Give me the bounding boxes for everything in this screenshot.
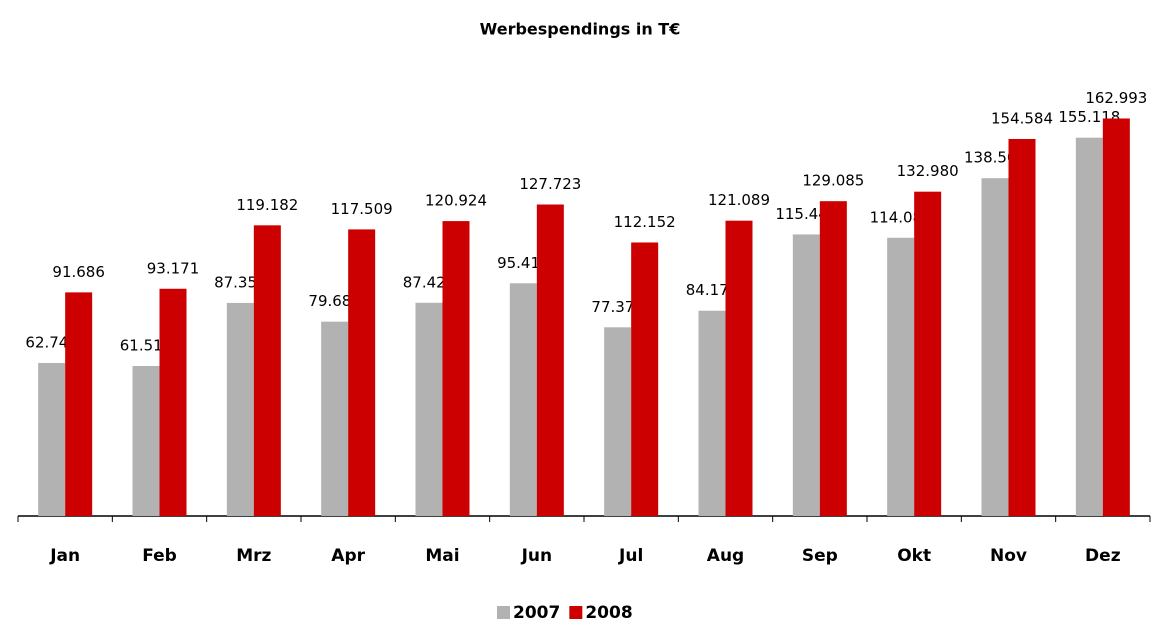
bar: [698, 310, 726, 516]
x-tick-label: Jun: [521, 546, 553, 566]
value-label: 87.359: [214, 273, 267, 291]
value-label: 154.584: [991, 109, 1053, 127]
bar: [1102, 118, 1130, 516]
x-tick-label: Sep: [802, 546, 838, 566]
bar: [536, 204, 564, 516]
bar: [725, 220, 753, 517]
legend-label: 2007: [513, 603, 560, 623]
legend-label: 2008: [585, 603, 632, 623]
bar: [914, 191, 942, 516]
x-tick-label: Feb: [142, 546, 177, 566]
bar: [321, 321, 349, 516]
bar: [348, 229, 376, 516]
bar: [253, 225, 281, 516]
value-label: 87.429: [403, 273, 456, 291]
bar: [38, 362, 66, 516]
bar: [604, 327, 632, 516]
value-label: 127.723: [519, 175, 581, 193]
bar: [415, 302, 443, 516]
bar: [159, 288, 187, 516]
value-label: 62.744: [25, 333, 78, 351]
bar: [887, 237, 915, 516]
value-label: 95.417: [497, 254, 550, 272]
x-tick-label: Mrz: [236, 546, 271, 566]
value-label: 121.089: [708, 191, 770, 209]
x-tick-label: Jul: [618, 546, 643, 566]
value-label: 112.152: [614, 213, 676, 231]
value-label: 79.688: [308, 292, 361, 310]
bar: [1008, 138, 1036, 516]
bar: [1075, 137, 1103, 516]
x-tick-label: Dez: [1085, 546, 1121, 566]
x-tick-label: Aug: [707, 546, 744, 566]
bar: [509, 283, 537, 516]
value-label: 132.980: [897, 162, 959, 180]
value-label: 119.182: [236, 196, 298, 214]
legend-swatch: [569, 606, 583, 619]
x-tick-label: Nov: [990, 546, 1027, 566]
legend-swatch: [497, 606, 510, 619]
value-label: 91.686: [52, 263, 105, 281]
bar: [981, 178, 1009, 516]
bar: [792, 234, 820, 516]
value-label: 120.924: [425, 192, 487, 210]
value-label: 61.512: [120, 336, 173, 354]
bar: [65, 292, 93, 516]
value-label: 117.509: [331, 200, 393, 218]
bar: [819, 201, 847, 516]
value-label: 84.177: [686, 281, 739, 299]
bar: [226, 302, 254, 516]
value-label: 77.372: [591, 298, 644, 316]
x-tick-label: Okt: [897, 546, 931, 566]
x-tick-label: Apr: [331, 546, 365, 566]
chart-title: Werbespendings in T€: [480, 20, 681, 39]
bar: [132, 365, 160, 516]
value-label: 162.993: [1085, 89, 1147, 107]
x-tick-label: Jan: [49, 546, 80, 566]
bar: [442, 221, 470, 516]
value-label: 93.171: [147, 259, 200, 277]
x-tick-label: Mai: [425, 546, 459, 566]
value-label: 129.085: [802, 172, 864, 190]
bar: [631, 242, 659, 516]
